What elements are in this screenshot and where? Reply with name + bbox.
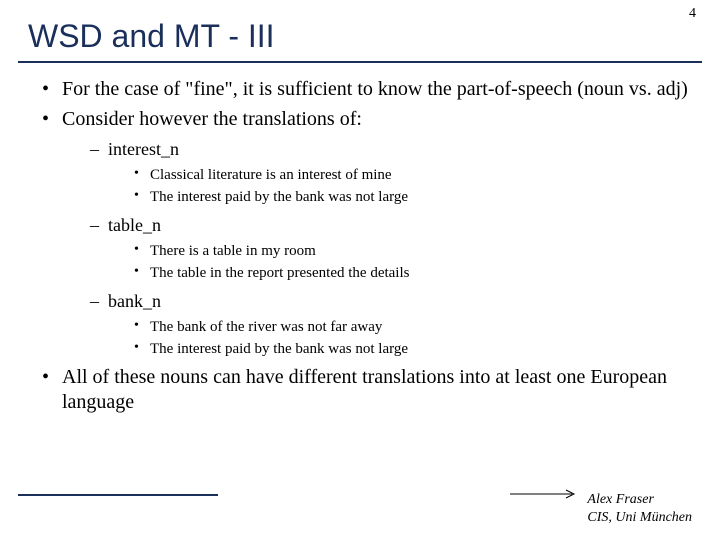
list-item: bank_n The bank of the river was not far…	[90, 290, 692, 360]
bullet-sublist: interest_n Classical literature is an in…	[62, 138, 692, 360]
footer-rule	[18, 494, 218, 496]
bullet-text: The bank of the river was not far away	[150, 319, 382, 335]
bullet-text: Consider however the translations of:	[62, 108, 362, 130]
bullet-text: table_n	[108, 215, 161, 235]
bullet-text: interest_n	[108, 139, 179, 159]
list-item: The interest paid by the bank was not la…	[134, 187, 692, 207]
list-item: All of these nouns can have different tr…	[42, 365, 692, 414]
bullet-text: The table in the report presented the de…	[150, 265, 409, 281]
bullet-list: For the case of "fine", it is sufficient…	[28, 77, 692, 414]
page-title: WSD and MT - III	[0, 0, 720, 61]
list-item: The table in the report presented the de…	[134, 263, 692, 283]
bullet-text: The interest paid by the bank was not la…	[150, 189, 408, 205]
bullet-text: All of these nouns can have different tr…	[62, 366, 667, 412]
content: For the case of "fine", it is sufficient…	[0, 77, 720, 414]
list-item: The bank of the river was not far away	[134, 317, 692, 337]
bullet-text: For the case of "fine", it is sufficient…	[62, 78, 688, 100]
list-item: There is a table in my room	[134, 241, 692, 261]
list-item: The interest paid by the bank was not la…	[134, 339, 692, 359]
list-item: Classical literature is an interest of m…	[134, 165, 692, 185]
author-name: Alex Fraser	[587, 491, 692, 509]
bullet-text: bank_n	[108, 291, 161, 311]
bullet-text: The interest paid by the bank was not la…	[150, 341, 408, 357]
arrow-icon	[510, 488, 580, 500]
bullet-subsublist: The bank of the river was not far away T…	[108, 317, 692, 360]
bullet-text: Classical literature is an interest of m…	[150, 167, 392, 183]
footer-author: Alex Fraser CIS, Uni München	[587, 491, 692, 526]
bullet-subsublist: There is a table in my room The table in…	[108, 241, 692, 284]
author-affiliation: CIS, Uni München	[587, 509, 692, 527]
title-rule	[18, 61, 702, 63]
list-item: table_n There is a table in my room The …	[90, 214, 692, 284]
list-item: interest_n Classical literature is an in…	[90, 138, 692, 208]
bullet-subsublist: Classical literature is an interest of m…	[108, 165, 692, 208]
list-item: For the case of "fine", it is sufficient…	[42, 77, 692, 101]
bullet-text: There is a table in my room	[150, 243, 316, 259]
page-number: 4	[689, 6, 696, 22]
list-item: Consider however the translations of: in…	[42, 107, 692, 359]
